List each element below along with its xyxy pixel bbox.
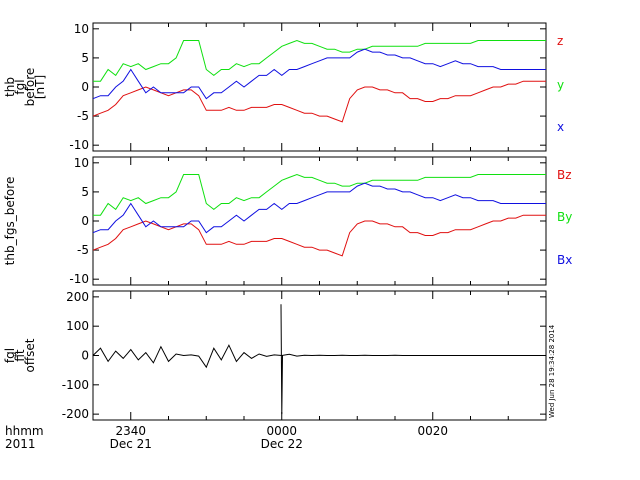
- y-axis-label: offset: [23, 338, 37, 372]
- panel-2: -10 -5 0 5 10 thb_fgs_before: [3, 156, 547, 286]
- series-line-z: [93, 80, 546, 123]
- x-tick-label: 2340: [115, 424, 146, 438]
- y-axis-label: fgl: [13, 79, 27, 94]
- x-tick-date-label: Dec 22: [261, 437, 303, 451]
- legend-label: z: [557, 34, 563, 48]
- y-tick-label: 200: [66, 290, 89, 304]
- y-tick-label: -5: [77, 109, 89, 123]
- y-axis-label: before: [23, 68, 37, 107]
- x-axis-row1-label: hhmm: [5, 424, 44, 438]
- series-line-Bz: [93, 214, 546, 257]
- series-line-trace-1: [93, 344, 546, 369]
- y-axis-label: fgl: [3, 348, 17, 363]
- x-tick-label: 0000: [266, 424, 297, 438]
- y-tick-label: 5: [81, 51, 89, 65]
- legend-label: By: [557, 210, 572, 224]
- y-axis-label: fit: [13, 349, 27, 362]
- y-tick-label: -10: [69, 272, 89, 286]
- y-axis-label: [nT]: [33, 75, 47, 99]
- panel-frame: [92, 156, 547, 286]
- y-tick-label: 10: [74, 156, 89, 170]
- legend-label: Bx: [557, 253, 572, 267]
- series-line-trace-2: [280, 304, 283, 415]
- y-tick-label: 5: [81, 185, 89, 199]
- x-axis-row2-label: 2011: [5, 437, 36, 451]
- y-tick-label: 10: [74, 22, 89, 36]
- x-tick-date-label: Dec 21: [110, 437, 152, 451]
- y-tick-label: 0: [81, 349, 89, 363]
- y-tick-label: 0: [81, 80, 89, 94]
- legend-label: x: [557, 120, 564, 134]
- y-tick-label: -200: [62, 407, 89, 421]
- y-tick-label: -10: [69, 138, 89, 152]
- y-tick-label: -5: [77, 243, 89, 257]
- y-tick-label: -100: [62, 378, 89, 392]
- y-tick-label: 100: [66, 319, 89, 333]
- series-line-By: [93, 173, 546, 216]
- series-line-y: [93, 39, 546, 82]
- y-axis-label: thb: [3, 77, 17, 97]
- series-line-x: [93, 48, 546, 100]
- timestamp-label: Wed Jun 28 19:34:28 2014: [548, 324, 556, 418]
- x-tick-label: 0020: [417, 424, 448, 438]
- y-tick-label: 0: [81, 214, 89, 228]
- panel-frame: [92, 22, 547, 152]
- legend-label: Bz: [557, 168, 572, 182]
- y-axis-label: thb_fgs_before: [3, 177, 17, 266]
- legend-label: y: [557, 78, 564, 92]
- series-line-Bx: [93, 182, 546, 234]
